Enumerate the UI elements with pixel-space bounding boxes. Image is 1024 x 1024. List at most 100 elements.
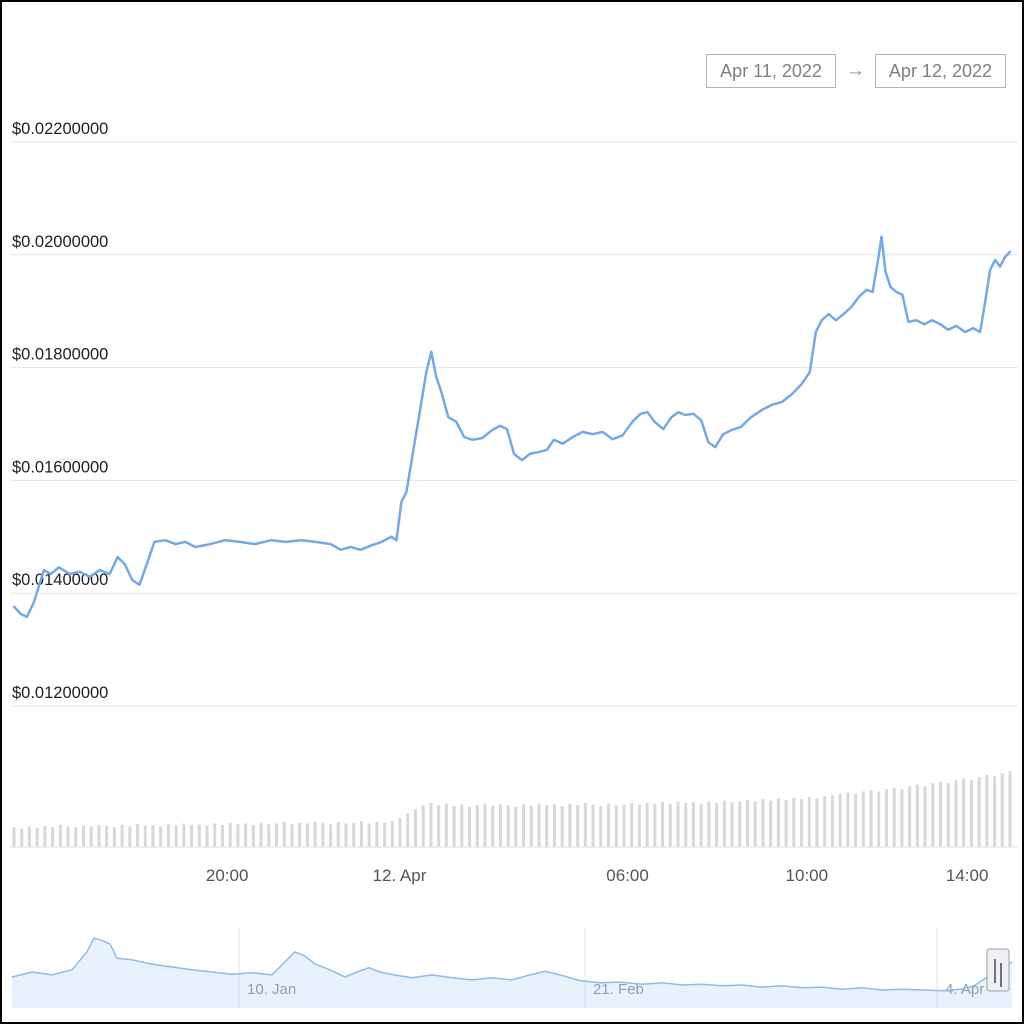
volume-bar — [220, 824, 224, 847]
volume-bar — [545, 805, 549, 847]
volume-bar — [267, 824, 271, 847]
volume-bar — [969, 780, 973, 847]
volume-bar — [784, 799, 788, 847]
volume-bar — [684, 802, 688, 847]
volume-bar — [653, 803, 657, 847]
volume-bar — [691, 802, 695, 847]
volume-bar — [908, 786, 912, 847]
volume-bar — [776, 798, 780, 847]
navigator-axis-label: 10. Jan — [247, 981, 296, 998]
volume-bar — [614, 805, 618, 847]
x-axis-label: 06:00 — [606, 866, 649, 885]
volume-bar — [236, 824, 240, 847]
volume-bar — [676, 801, 680, 847]
volume-bar — [915, 784, 919, 847]
volume-bar — [336, 821, 340, 847]
volume-bar — [514, 806, 518, 847]
date-from-input[interactable]: Apr 11, 2022 — [706, 54, 836, 88]
date-to-input[interactable]: Apr 12, 2022 — [874, 54, 1006, 88]
y-axis-label: $0.01800000 — [12, 346, 108, 364]
volume-bar — [800, 799, 804, 847]
volume-bar — [475, 805, 479, 847]
volume-bar — [599, 805, 603, 847]
volume-bar — [861, 791, 865, 847]
volume-bar — [576, 805, 580, 847]
y-axis-label: $0.02200000 — [12, 120, 108, 138]
volume-bar — [923, 786, 927, 847]
y-axis-label: $0.02000000 — [12, 233, 108, 251]
volume-bar — [491, 805, 495, 847]
volume-bar — [452, 805, 456, 847]
volume-bar — [444, 803, 448, 847]
volume-bar — [529, 805, 533, 847]
volume-bar — [962, 778, 966, 847]
volume-bar — [128, 826, 132, 847]
navigator-handle[interactable] — [986, 948, 1010, 992]
volume-bar — [498, 804, 502, 847]
volume-bar — [383, 822, 387, 847]
volume-bar — [823, 796, 827, 847]
price-line-series[interactable] — [12, 235, 1012, 619]
volume-bar — [1000, 773, 1004, 847]
x-axis-label: 10:00 — [786, 866, 829, 885]
volume-bar — [637, 804, 641, 847]
volume-bar — [159, 826, 163, 847]
volume-bar — [275, 823, 279, 847]
volume-bar — [74, 827, 78, 847]
volume-bar — [390, 821, 394, 847]
volume-bar — [321, 822, 325, 847]
volume-bar — [993, 776, 997, 847]
volume-bar — [892, 787, 896, 847]
volume-bar — [483, 803, 487, 847]
volume-bar — [1008, 771, 1012, 847]
volume-bar — [630, 802, 634, 847]
volume-bar — [97, 824, 101, 847]
volume-bar — [298, 822, 302, 847]
volume-bar — [722, 800, 726, 847]
volume-bar — [429, 802, 433, 847]
volume-bar — [12, 827, 16, 847]
volume-bar — [661, 802, 665, 847]
volume-bar — [20, 828, 24, 847]
volume-bar — [884, 789, 888, 847]
volume-bar — [830, 795, 834, 847]
volume-bar — [35, 828, 39, 847]
volume-bar — [313, 821, 317, 847]
volume-bar — [707, 801, 711, 847]
volume-bar — [815, 798, 819, 847]
volume-bar — [259, 822, 263, 847]
volume-bar — [27, 826, 31, 847]
volume-bar — [838, 793, 842, 847]
navigator-axis-label: 21. Feb — [593, 981, 644, 998]
volume-bar — [437, 805, 441, 847]
volume-bar — [290, 824, 294, 847]
volume-bar — [622, 804, 626, 847]
volume-bar — [583, 802, 587, 847]
volume-bar — [58, 824, 62, 847]
volume-bar — [51, 827, 55, 847]
volume-bar — [182, 823, 186, 847]
volume-bar — [190, 824, 194, 847]
volume-bar — [251, 824, 255, 847]
volume-bar — [205, 825, 209, 847]
volume-bar — [869, 790, 873, 847]
volume-bar — [591, 804, 595, 847]
volume-bar — [761, 799, 765, 847]
volume-bar — [645, 802, 649, 847]
volume-bar — [946, 783, 950, 847]
volume-bar — [367, 823, 371, 847]
navigator-area[interactable] — [12, 938, 1012, 1008]
volume-bar — [197, 824, 201, 847]
volume-bar — [607, 803, 611, 847]
volume-bar — [745, 799, 749, 847]
volume-bar — [522, 804, 526, 847]
volume-bar — [398, 818, 402, 847]
volume-bar — [807, 796, 811, 847]
volume-bar — [460, 804, 464, 847]
volume-bar — [43, 825, 47, 847]
volume-bar — [560, 805, 564, 847]
volume-bar — [136, 824, 140, 847]
volume-bar — [329, 824, 333, 847]
volume-bar — [792, 797, 796, 847]
